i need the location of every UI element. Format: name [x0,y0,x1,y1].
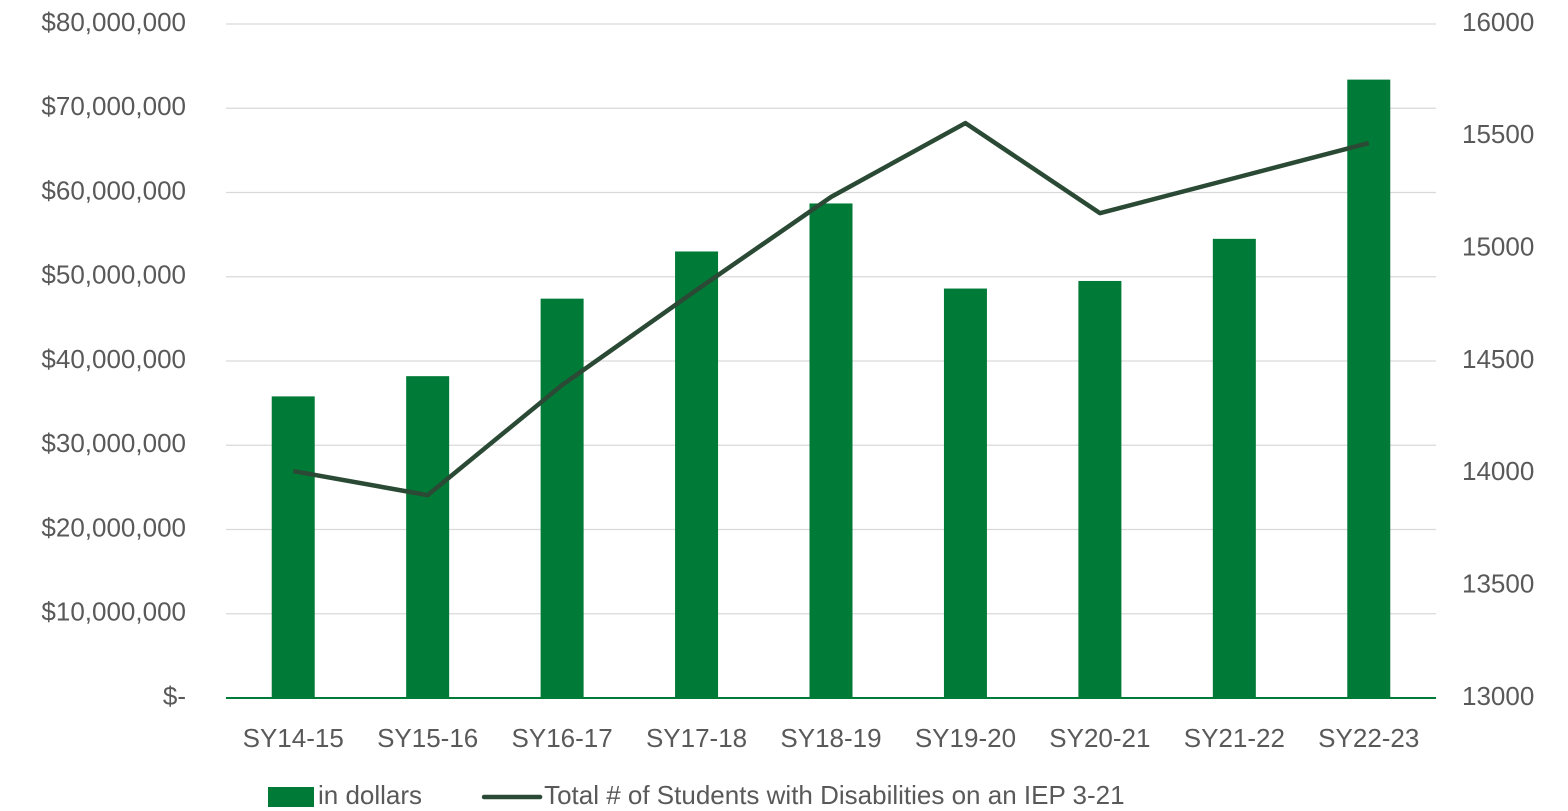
bar [271,396,315,698]
x-tick-label: SY22-23 [1318,723,1419,753]
bar [809,203,853,698]
bar [675,251,719,698]
x-tick-label: SY21-22 [1184,723,1285,753]
y-tick-label: $30,000,000 [41,428,186,458]
y-tick-label: $80,000,000 [41,7,186,37]
y-tick-label: $10,000,000 [41,597,186,627]
x-tick-label: SY19-20 [915,723,1016,753]
x-tick-label: SY17-18 [646,723,747,753]
legend-label: Total # of Students with Disabilities on… [544,780,1125,810]
x-tick-label: SY18-19 [780,723,881,753]
bar [1078,280,1122,698]
legend-swatch [268,787,314,807]
x-tick-label: SY14-15 [243,723,344,753]
y-tick-label: $20,000,000 [41,512,186,542]
y2-tick-label: 15000 [1462,232,1534,262]
x-tick-label: SY15-16 [377,723,478,753]
y2-tick-label: 13000 [1462,681,1534,711]
bar [1347,79,1391,699]
line [292,120,1370,498]
y-tick-label: $60,000,000 [41,175,186,205]
y-tick-label: $70,000,000 [41,91,186,121]
y-tick-label: $50,000,000 [41,260,186,290]
x-tick-label: SY16-17 [512,723,613,753]
bar [540,298,584,698]
bar [1212,238,1256,698]
y-tick-label: $40,000,000 [41,344,186,374]
y2-tick-label: 13500 [1462,569,1534,599]
bar [406,376,450,698]
y2-tick-label: 14500 [1462,344,1534,374]
y-tick-label: $- [163,681,186,711]
legend-label: in dollars [318,780,422,810]
y2-tick-label: 16000 [1462,7,1534,37]
x-tick-label: SY20-21 [1049,723,1150,753]
y2-tick-label: 15500 [1462,119,1534,149]
bar [943,288,987,698]
y2-tick-label: 14000 [1462,456,1534,486]
